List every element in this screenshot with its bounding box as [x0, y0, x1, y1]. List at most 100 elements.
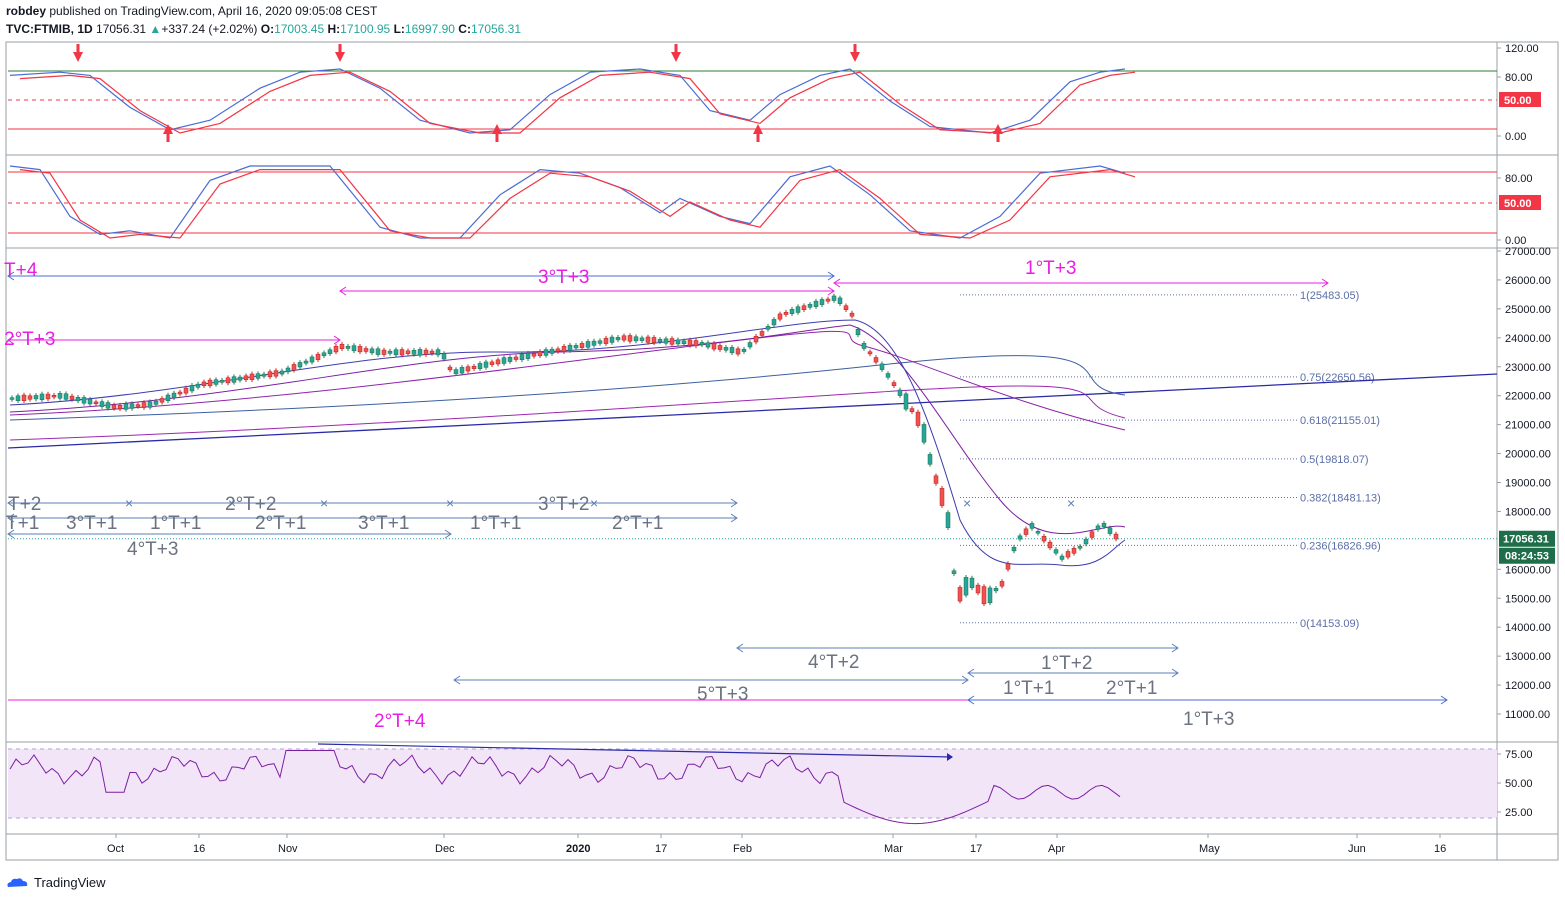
- candle-body: [507, 356, 513, 362]
- candle-body: [963, 577, 969, 596]
- price-tick-label: 20000.00: [1505, 449, 1551, 461]
- ma-10-line: [9, 319, 1126, 567]
- candle-body: [1077, 546, 1083, 549]
- up-arrow-icon: ▲: [149, 22, 162, 36]
- candle-body: [579, 343, 585, 348]
- price-tick-label: 23000.00: [1505, 362, 1551, 374]
- candle-body: [885, 373, 891, 378]
- candle-body: [819, 299, 825, 305]
- candle-body: [879, 363, 885, 370]
- candle-body: [897, 389, 903, 396]
- candle-body: [1023, 528, 1029, 535]
- candle-body: [549, 348, 555, 354]
- price-tick-label: 26000.00: [1505, 275, 1551, 287]
- cycle-cross-icon: ×: [228, 495, 236, 511]
- candle-body: [603, 337, 609, 344]
- cycle-arrow-1t2-head-left: [967, 668, 975, 678]
- candle-body: [285, 367, 291, 373]
- candle-body: [945, 512, 951, 528]
- rsi-line: [9, 750, 1121, 825]
- candle-body: [207, 379, 213, 387]
- candle-body: [123, 403, 129, 410]
- cycle-arrow-4t2-head-left: [736, 643, 744, 653]
- cycle-arrow-2t3-head-left: [7, 335, 15, 345]
- candle-body: [93, 401, 99, 405]
- candle-body: [633, 336, 639, 342]
- candle-body: [243, 375, 249, 380]
- stoch2-tick-label: 0.00: [1505, 235, 1526, 247]
- stoch1-badge: 50.00: [1504, 95, 1532, 107]
- candle-body: [291, 364, 297, 371]
- candle-body: [27, 395, 33, 400]
- candle-body: [567, 344, 573, 351]
- cycle-label-magenta: 3°T+3: [538, 267, 589, 288]
- candle-body: [627, 335, 633, 342]
- candle-body: [687, 339, 693, 346]
- high-value: 17100.95: [340, 22, 391, 36]
- candle-body: [555, 348, 561, 352]
- candle-body: [783, 312, 789, 315]
- candle-body: [57, 393, 63, 399]
- candle-body: [855, 328, 861, 336]
- cycle-arrow-5t3-head-left: [453, 675, 461, 685]
- time-tick-label: 17: [655, 843, 667, 855]
- candle-body: [837, 297, 843, 304]
- candle-body: [225, 377, 231, 384]
- cycle-label-gray: T+2: [8, 494, 41, 515]
- last-price-badge-bg: [1499, 530, 1555, 547]
- cycle-label-gray: T+1: [6, 513, 39, 534]
- candle-body: [609, 336, 615, 343]
- candle-body: [345, 345, 351, 349]
- candle-body: [675, 339, 681, 345]
- cycle-label-gray: 1°T+1: [470, 513, 521, 534]
- candle-body: [513, 356, 519, 360]
- candle-body: [849, 312, 855, 317]
- stoch2-d-line: [19, 168, 1136, 239]
- candle-body: [315, 353, 321, 360]
- cycle-arrow-t2-head-left: [7, 498, 15, 508]
- rsi-divergence-line: [317, 743, 953, 758]
- cycle-cross-icon: ×: [963, 495, 971, 511]
- candle-body: [921, 424, 927, 443]
- time-tick-label: Dec: [435, 843, 455, 855]
- candle-body: [45, 393, 51, 400]
- candle-body: [459, 367, 465, 374]
- time-tick-label: Oct: [107, 843, 124, 855]
- candle-body: [825, 298, 831, 302]
- fib-level-label: 0.618(21155.01): [1300, 415, 1380, 427]
- candle-body: [1053, 549, 1059, 554]
- sell-arrow-icon: [671, 44, 681, 62]
- cycle-arrow-1t3-head-left: [833, 278, 841, 288]
- cycle-arrow-t1-head-left: [7, 513, 15, 523]
- cycle-label-gray: 1°T+2: [1041, 653, 1092, 674]
- stoch1-tick-label: 120.00: [1505, 43, 1539, 55]
- sell-arrow-icon: [335, 44, 345, 62]
- candle-body: [621, 335, 627, 341]
- time-tick-label: Mar: [884, 843, 903, 855]
- change-value: +337.24 (+2.02%): [161, 22, 258, 36]
- price-tick-label: 21000.00: [1505, 420, 1551, 432]
- open-value: 17003.45: [274, 22, 325, 36]
- candle-body: [33, 395, 39, 400]
- tradingview-cloud-icon: [7, 877, 28, 887]
- cycle-label-gray: 1°T+3: [1183, 709, 1234, 730]
- cycle-cross-icon: ×: [125, 495, 133, 511]
- candle-body: [477, 363, 483, 369]
- candle-body: [429, 350, 435, 354]
- cycle-arrow-1t3-bottom-head-right: [1440, 695, 1448, 705]
- candle-body: [303, 360, 309, 364]
- high-label: H:: [327, 22, 341, 36]
- stoch1-tick-label: 80.00: [1505, 72, 1533, 84]
- cycle-arrow-5t3-head-right: [961, 675, 969, 685]
- candle-body: [765, 326, 771, 330]
- candle-body: [1059, 555, 1065, 560]
- candle-body: [939, 488, 945, 506]
- tradingview-logo: TradingView: [6, 875, 106, 890]
- publisher-name: robdey: [6, 4, 47, 18]
- close-label: C:: [458, 22, 471, 36]
- cycle-arrow-1t2-head-right: [1171, 668, 1179, 678]
- candle-body: [741, 348, 747, 352]
- candle-body: [771, 319, 777, 326]
- candle-body: [387, 350, 393, 354]
